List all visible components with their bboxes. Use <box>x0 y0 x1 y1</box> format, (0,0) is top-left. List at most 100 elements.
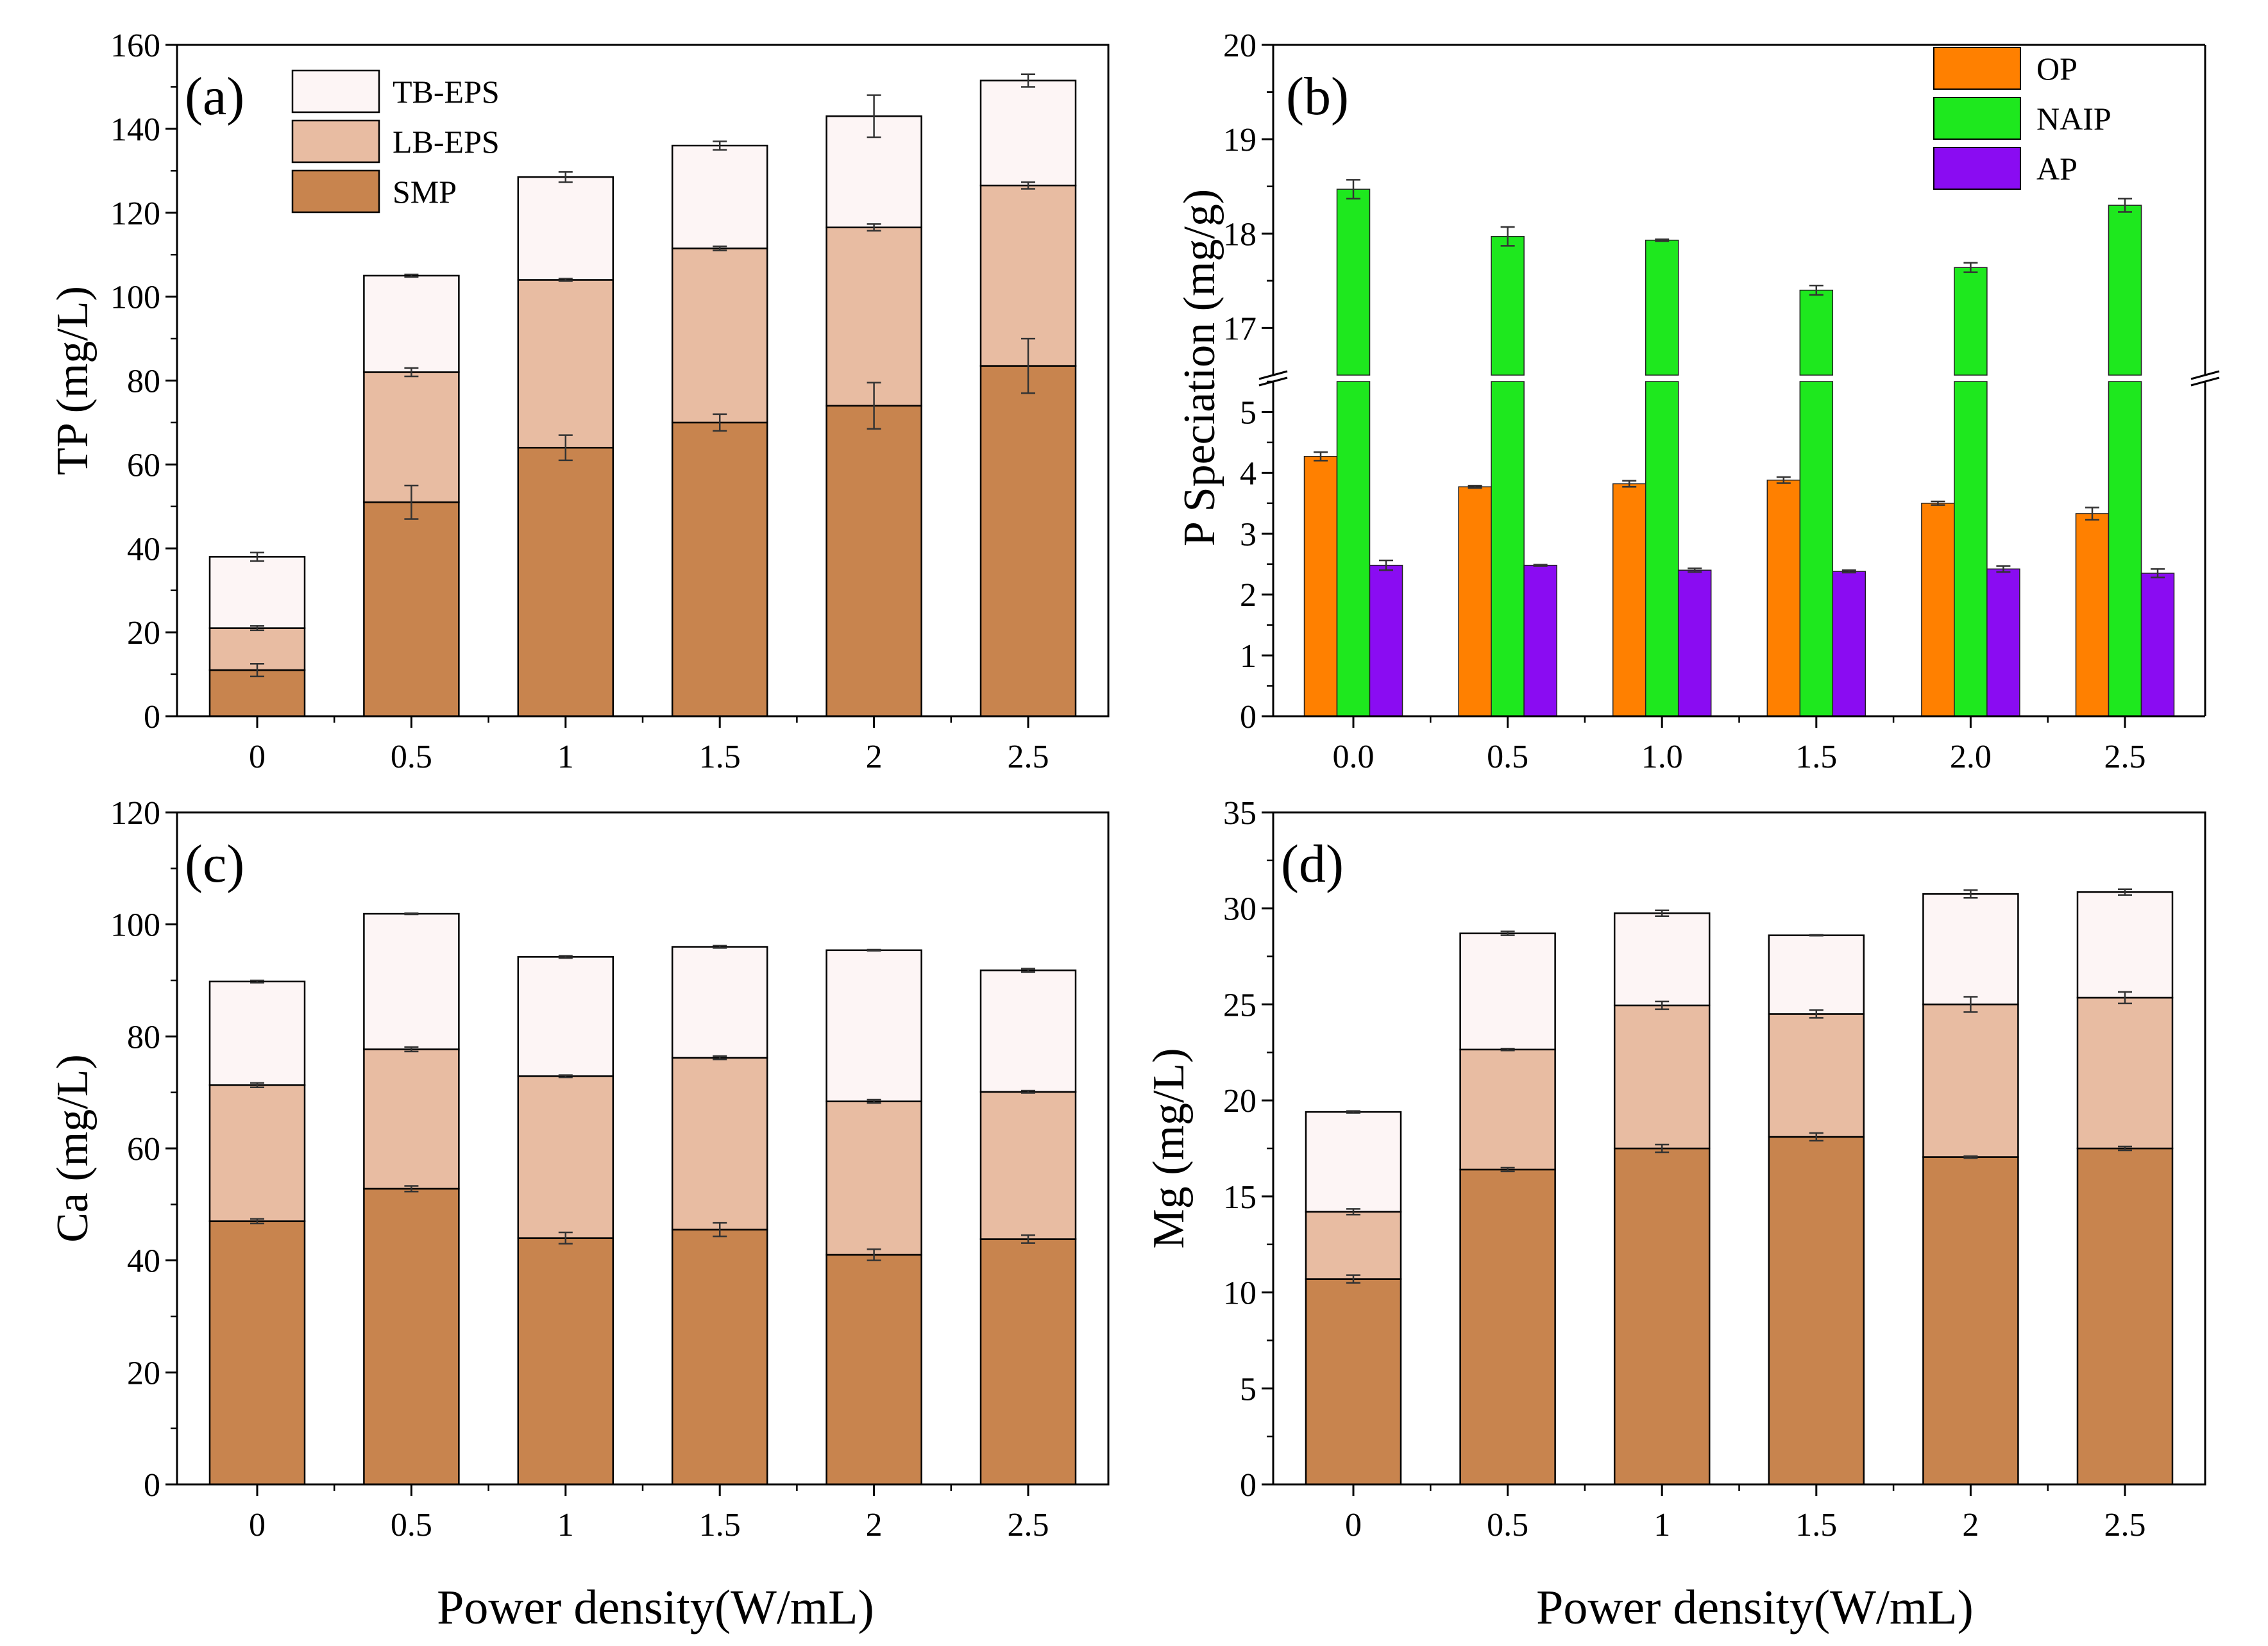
bar-tb-eps-2-5 <box>2076 891 2174 999</box>
axis-break-mark-right-2 <box>2190 376 2220 387</box>
error-bar-lb-eps-1-5 <box>713 1055 727 1061</box>
error-bar-tb-eps-0 <box>250 551 264 562</box>
error-bar-tb-eps-2 <box>867 948 881 952</box>
plot-frame <box>1258 44 2220 718</box>
error-bar-smp-0 <box>250 662 264 678</box>
y-tick-label: 19 <box>1223 122 1257 158</box>
error-bar-tb-eps-1-5 <box>713 945 727 949</box>
error-bar-smp-0-5 <box>1500 1166 1515 1173</box>
bar-tb-eps-0 <box>208 980 306 1086</box>
bars <box>208 912 1077 1486</box>
y-tick-label: 2 <box>1240 577 1257 614</box>
bar-op-1-0 <box>1612 483 1646 717</box>
x-tick-label: 1.5 <box>699 739 741 775</box>
bar-segment-lower <box>1491 381 1525 717</box>
y-tick-label: 160 <box>110 28 160 64</box>
y-tick-label: 10 <box>1223 1275 1257 1312</box>
error-bar-lb-eps-1-5 <box>713 245 727 251</box>
y-tick-label: 20 <box>127 615 160 651</box>
y-tick-label: 0 <box>144 1467 160 1504</box>
legend-label-lb-eps: LB-EPS <box>393 124 500 160</box>
bar-ap-1-5 <box>1832 571 1866 717</box>
plot-frame <box>176 811 1110 1486</box>
x-tick-label: 0.5 <box>1487 1507 1528 1543</box>
legend-label-tb-eps: TB-EPS <box>393 74 500 110</box>
error-bar-lb-eps-1 <box>558 1074 573 1079</box>
legend-swatch-op <box>1933 47 2021 90</box>
axis-break-mark-right-1 <box>2190 370 2220 380</box>
bar-segment-lower <box>2108 381 2142 717</box>
error-bar-lb-eps-1-5 <box>1809 1009 1824 1019</box>
bar-op-2-5 <box>2075 513 2110 717</box>
bar-lb-eps-2 <box>825 1100 922 1256</box>
y-tick-label: 18 <box>1223 216 1257 253</box>
bar-smp-2-5 <box>979 1238 1077 1486</box>
error-bar-tb-eps-1-5 <box>1809 934 1824 937</box>
panel-label: (d) <box>1281 834 1344 894</box>
bar-lb-eps-2-5 <box>2076 996 2174 1150</box>
legend-label-smp: SMP <box>393 174 457 210</box>
error-bar-tb-eps-2-5 <box>2118 888 2132 896</box>
bar-segment-lower <box>1799 381 1834 717</box>
error-bar-tb-eps-1-5 <box>713 140 727 151</box>
bar-smp-0 <box>1305 1278 1402 1486</box>
error-bar-naip-2-0 <box>1963 262 1978 273</box>
x-tick-label: 0.0 <box>1333 739 1375 775</box>
y-tick-label: 100 <box>110 280 160 316</box>
error-bar-tb-eps-1 <box>558 955 573 959</box>
legend-swatch-tb-eps <box>291 69 380 113</box>
bar-tb-eps-2 <box>1922 893 2019 1005</box>
panel-b-p-speciation: 0.0 0.5 1.0 1.5 2.0 2.5 0 1 2 3 4 5 17 18 19 20 (b) P Spe… <box>1175 28 2220 775</box>
bar-segment-lower <box>1954 381 1988 717</box>
y-tick-label: 60 <box>127 447 160 483</box>
y-tick-label: 40 <box>127 1243 160 1280</box>
bar-ap-1-0 <box>1677 569 1712 717</box>
bar-segment-lower <box>1645 381 1679 717</box>
error-bar-smp-2-5 <box>2118 1145 2132 1152</box>
y-tick-label: 100 <box>110 907 160 944</box>
y-tick-label: 20 <box>1223 1083 1257 1120</box>
error-bar-tb-eps-0 <box>1346 1110 1360 1114</box>
x-tick-label: 1.0 <box>1641 739 1683 775</box>
error-bar-smp-1 <box>1655 1143 1670 1154</box>
y-tick-label: 30 <box>1223 891 1257 928</box>
error-bar-tb-eps-0-5 <box>404 912 419 916</box>
error-bar-ap-2-0 <box>1996 565 2011 573</box>
y-tick-label: 20 <box>127 1355 160 1391</box>
bar-smp-2 <box>825 1254 922 1486</box>
bar-lb-eps-1-5 <box>671 248 768 424</box>
y-tick-label: 140 <box>110 112 160 148</box>
bar-naip-0-5 <box>1491 235 1525 717</box>
error-bar-tb-eps-0-5 <box>1500 930 1515 936</box>
error-bar-ap-0-5 <box>1533 564 1548 567</box>
y-tick-label: 15 <box>1223 1179 1257 1216</box>
bar-lb-eps-1 <box>1613 1004 1711 1150</box>
error-bar-tb-eps-0-5 <box>404 273 419 278</box>
bar-smp-1-5 <box>671 421 768 718</box>
error-bar-smp-2-5 <box>1021 1234 1035 1244</box>
error-bar-smp-1 <box>558 434 573 462</box>
error-bar-tb-eps-2 <box>867 94 881 139</box>
error-bar-lb-eps-2 <box>867 223 881 232</box>
bar-op-0-0 <box>1303 455 1338 717</box>
x-tick-label: 0.5 <box>1487 739 1528 775</box>
y-tick-label: 0 <box>144 699 160 735</box>
error-bar-smp-0-5 <box>404 484 419 520</box>
x-tick-label: 0 <box>249 1507 266 1543</box>
bar-segment-upper <box>1954 267 1988 376</box>
error-bar-ap-1-5 <box>1841 569 1856 574</box>
bar-smp-0-5 <box>363 501 460 718</box>
error-bar-smp-1 <box>558 1231 573 1245</box>
bar-segment-upper <box>1491 235 1525 376</box>
x-tick-label: 2 <box>866 1507 883 1543</box>
error-bar-smp-2 <box>867 1248 881 1261</box>
error-bar-smp-1-5 <box>1809 1132 1824 1142</box>
y-tick-label: 0 <box>1240 1467 1257 1504</box>
error-bar-op-1-5 <box>1776 476 1791 484</box>
y-axis-title: Ca (mg/L) <box>48 1054 97 1243</box>
y-tick-label: 35 <box>1223 795 1257 832</box>
x-tick-label: 1.5 <box>699 1507 741 1543</box>
error-bar-op-2-5 <box>2085 507 2099 521</box>
y-tick-label: 60 <box>127 1131 160 1168</box>
